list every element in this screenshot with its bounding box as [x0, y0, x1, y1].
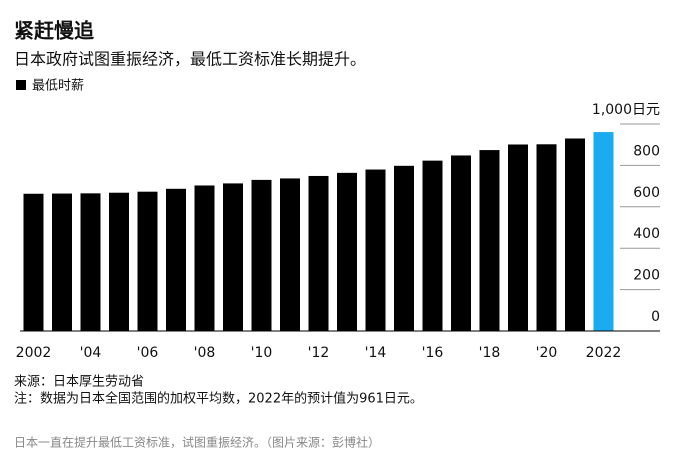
- x-tick-label: 2002: [16, 345, 52, 361]
- bar: [536, 144, 557, 331]
- x-tick-label: '10: [251, 345, 273, 361]
- y-tick-label: 600: [633, 185, 660, 201]
- bar: [109, 192, 129, 331]
- bar: [52, 193, 72, 331]
- y-tick-label: 1,000日元: [592, 102, 660, 118]
- bar: [593, 132, 614, 331]
- bar: [422, 160, 443, 331]
- chart-subtitle: 日本政府试图重振经济，最低工资标准长期提升。: [14, 50, 366, 69]
- bar: [251, 179, 272, 331]
- y-tick-label: 200: [633, 268, 660, 284]
- y-tick-label: 400: [633, 226, 660, 242]
- x-tick-label: '16: [422, 345, 444, 361]
- bar: [365, 169, 386, 331]
- y-tick-label: 800: [633, 143, 660, 159]
- chart-title: 紧赶慢追: [14, 19, 94, 43]
- bar: [479, 150, 500, 331]
- bar: [508, 144, 528, 331]
- x-tick-label: '14: [365, 345, 387, 361]
- x-tick-label: '08: [194, 345, 216, 361]
- bar: [80, 193, 101, 331]
- note: 注：数据为日本全国范围的加权平均数，2022年的预计值为961日元。: [14, 391, 423, 407]
- x-tick-label: 2022: [586, 345, 622, 361]
- legend-swatch: [16, 80, 26, 90]
- bar: [137, 191, 158, 331]
- bar: [166, 188, 186, 331]
- x-tick-label: '12: [308, 345, 330, 361]
- bar: [394, 165, 414, 331]
- bar: [451, 155, 471, 331]
- bar: [23, 193, 44, 331]
- bar: [280, 178, 300, 331]
- caption: 日本一直在提升最低工资标准，试图重振经济。（图片来源：彭博社）: [14, 435, 380, 450]
- y-tick-label: 0: [651, 309, 660, 325]
- x-tick-label: '04: [80, 345, 102, 361]
- legend-label: 最低时薪: [32, 79, 84, 94]
- bar: [194, 185, 215, 331]
- bar: [337, 172, 357, 331]
- x-tick-label: '20: [536, 345, 558, 361]
- x-tick-label: '06: [137, 345, 159, 361]
- bar: [565, 138, 585, 331]
- source: 来源：日本厚生劳动省: [14, 374, 144, 390]
- bar: [223, 183, 243, 331]
- bar: [308, 175, 329, 331]
- x-tick-label: '18: [479, 345, 501, 361]
